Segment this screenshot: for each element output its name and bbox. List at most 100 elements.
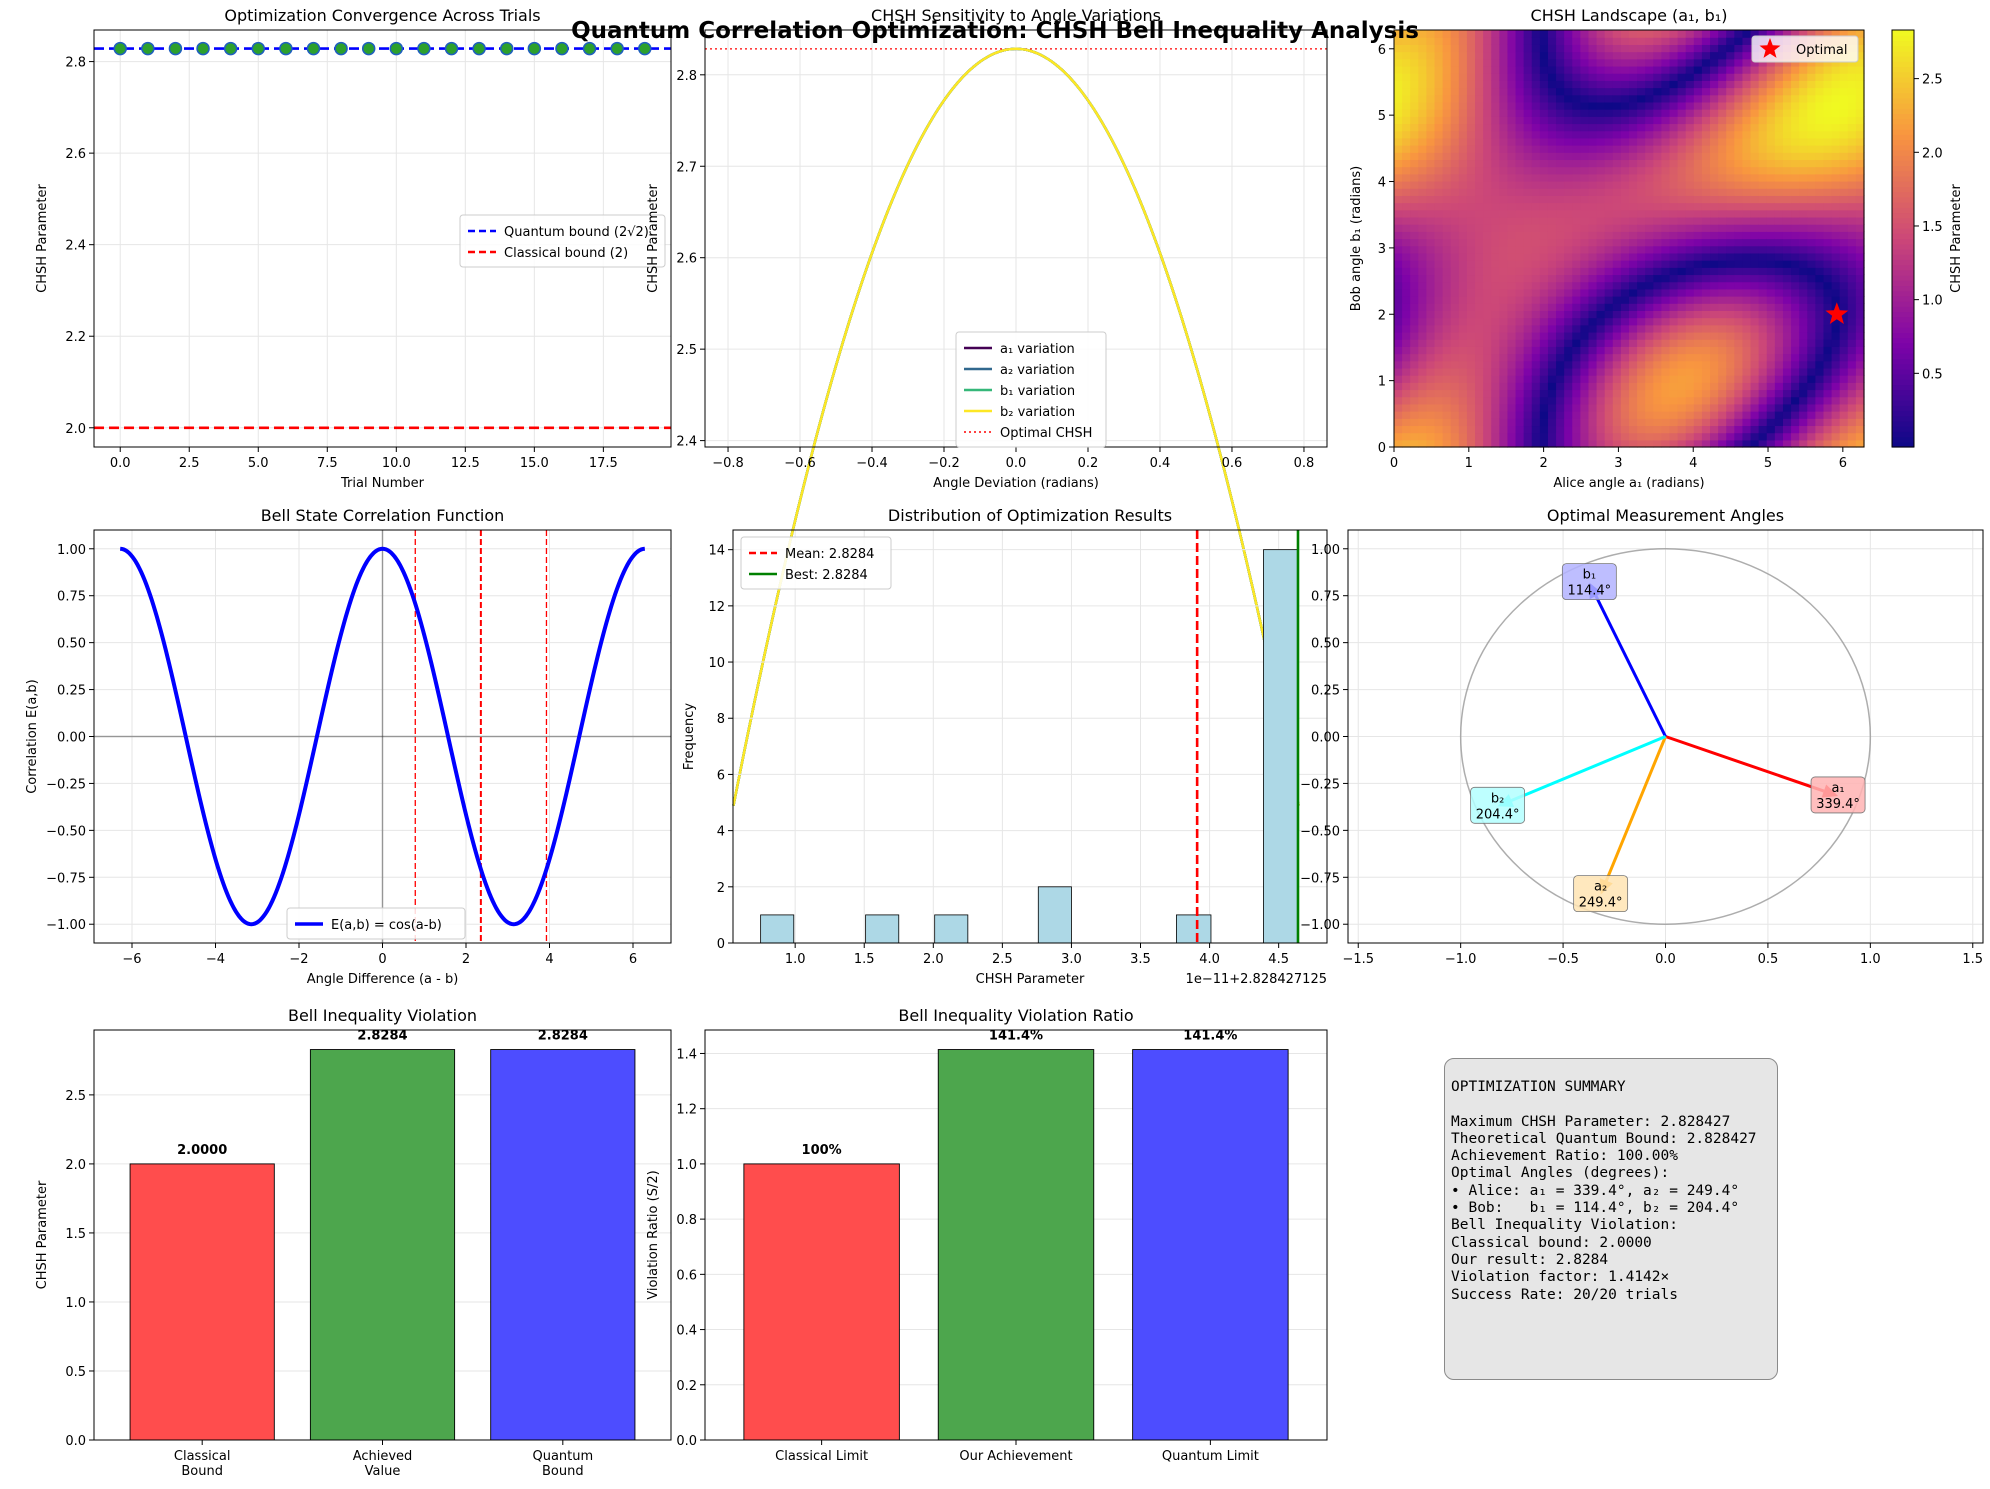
heatmap-cell <box>1750 303 1760 311</box>
heatmap-cell <box>1637 94 1646 103</box>
heatmap-cell <box>1402 375 1411 383</box>
heatmap-cell <box>1394 346 1403 355</box>
heatmap-cell <box>1823 288 1833 297</box>
heatmap-cell <box>1515 353 1525 362</box>
heatmap-cell <box>1475 216 1484 225</box>
heatmap-cell <box>1799 360 1808 369</box>
heatmap-cell <box>1734 346 1744 355</box>
x-tick-label-line: Value <box>365 1464 401 1479</box>
heatmap-cell <box>1815 382 1825 391</box>
heatmap-cell <box>1645 195 1654 204</box>
colorbar-segment <box>1892 217 1914 224</box>
heatmap-cell <box>1637 238 1646 247</box>
heatmap-cell <box>1847 267 1857 276</box>
heatmap-cell <box>1750 30 1760 38</box>
heatmap-cell <box>1547 109 1557 117</box>
x-tick-label: 2.0 <box>923 952 944 967</box>
heatmap-cell <box>1507 123 1517 132</box>
heatmap-cell <box>1434 267 1444 276</box>
colorbar-frame <box>1891 29 1915 448</box>
heatmap-cell <box>1855 382 1865 391</box>
heatmap-cell <box>1669 418 1679 427</box>
trial-point <box>555 41 569 56</box>
heatmap-cell <box>1791 152 1800 161</box>
heatmap-cell <box>1547 137 1557 146</box>
heatmap-cell <box>1442 267 1452 276</box>
heatmap-cell <box>1515 101 1525 110</box>
heatmap-cell <box>1564 432 1573 441</box>
heatmap-cell <box>1766 245 1776 254</box>
heatmap-cell <box>1458 73 1468 81</box>
heatmap-cell <box>1572 94 1581 103</box>
y-tick-label: 2 <box>717 881 725 896</box>
heatmap-cell <box>1515 367 1525 376</box>
heatmap-cell <box>1410 310 1419 319</box>
heatmap-cell <box>1791 238 1800 247</box>
heatmap-cell <box>1466 65 1476 74</box>
heatmap-cell <box>1758 425 1768 434</box>
heatmap-cell <box>1734 30 1744 38</box>
heatmap-cell <box>1718 65 1727 74</box>
y-tick-label: 6 <box>717 768 725 783</box>
heatmap-cell <box>1596 188 1606 196</box>
heatmap-cell <box>1580 58 1590 67</box>
heatmap-cell <box>1799 346 1808 355</box>
heatmap-cell <box>1588 180 1598 189</box>
heatmap-cell <box>1507 396 1517 405</box>
heatmap-cell <box>1718 367 1727 376</box>
heatmap-cell <box>1491 267 1500 276</box>
heatmap-cell <box>1718 224 1727 232</box>
heatmap-cell <box>1418 145 1428 153</box>
heatmap-cell <box>1718 130 1727 139</box>
heatmap-cell <box>1734 274 1744 283</box>
y-tick-label: 2.0 <box>65 1158 86 1173</box>
heatmap-cell <box>1556 58 1565 67</box>
heatmap-cell <box>1807 238 1816 247</box>
heatmap-cell <box>1758 267 1768 276</box>
heatmap-cell <box>1507 382 1517 391</box>
heatmap-cell <box>1564 202 1573 211</box>
heatmap-cell <box>1547 51 1557 60</box>
heatmap-cell <box>1645 317 1654 326</box>
heatmap-cell <box>1750 389 1760 398</box>
heatmap-cell <box>1669 396 1679 405</box>
colorbar-segment <box>1892 415 1914 422</box>
heatmap-cell <box>1693 389 1703 398</box>
heatmap-cell <box>1547 238 1557 247</box>
x-tick-label: −0.6 <box>784 456 816 471</box>
heatmap-cell <box>1823 123 1833 132</box>
heatmap-cell <box>1855 339 1865 347</box>
heatmap-cell <box>1807 65 1816 74</box>
heatmap-cell <box>1539 403 1549 412</box>
heatmap-cell <box>1564 324 1573 333</box>
heatmap-cell <box>1539 367 1549 376</box>
heatmap-cell <box>1734 353 1744 362</box>
heatmap-cell <box>1434 425 1444 434</box>
heatmap-cell <box>1475 288 1484 297</box>
heatmap-cell <box>1693 382 1703 391</box>
heatmap-cell <box>1807 324 1816 333</box>
heatmap-cell <box>1782 145 1792 153</box>
heatmap-cell <box>1774 396 1784 405</box>
colorbar-segment <box>1892 212 1914 219</box>
heatmap-cell <box>1823 188 1833 196</box>
heatmap-cell <box>1499 288 1509 297</box>
heatmap-cell <box>1394 382 1403 391</box>
heatmap-cell <box>1637 231 1646 240</box>
heatmap-cell <box>1442 288 1452 297</box>
heatmap-cell <box>1726 367 1735 376</box>
heatmap-cell <box>1758 324 1768 333</box>
heatmap-cell <box>1839 288 1849 297</box>
heatmap-cell <box>1847 296 1857 304</box>
heatmap-cell <box>1547 288 1557 297</box>
heatmap-cell <box>1515 346 1525 355</box>
heatmap-cell <box>1629 238 1638 247</box>
heatmap-cell <box>1693 152 1703 161</box>
heatmap-cell <box>1718 432 1727 441</box>
heatmap-cell <box>1758 360 1768 369</box>
heatmap-cell <box>1750 360 1760 369</box>
heatmap-cell <box>1661 37 1671 45</box>
heatmap-cell <box>1507 30 1517 38</box>
y-tick-label: 2.5 <box>65 1089 86 1104</box>
heatmap-cell <box>1726 317 1735 326</box>
